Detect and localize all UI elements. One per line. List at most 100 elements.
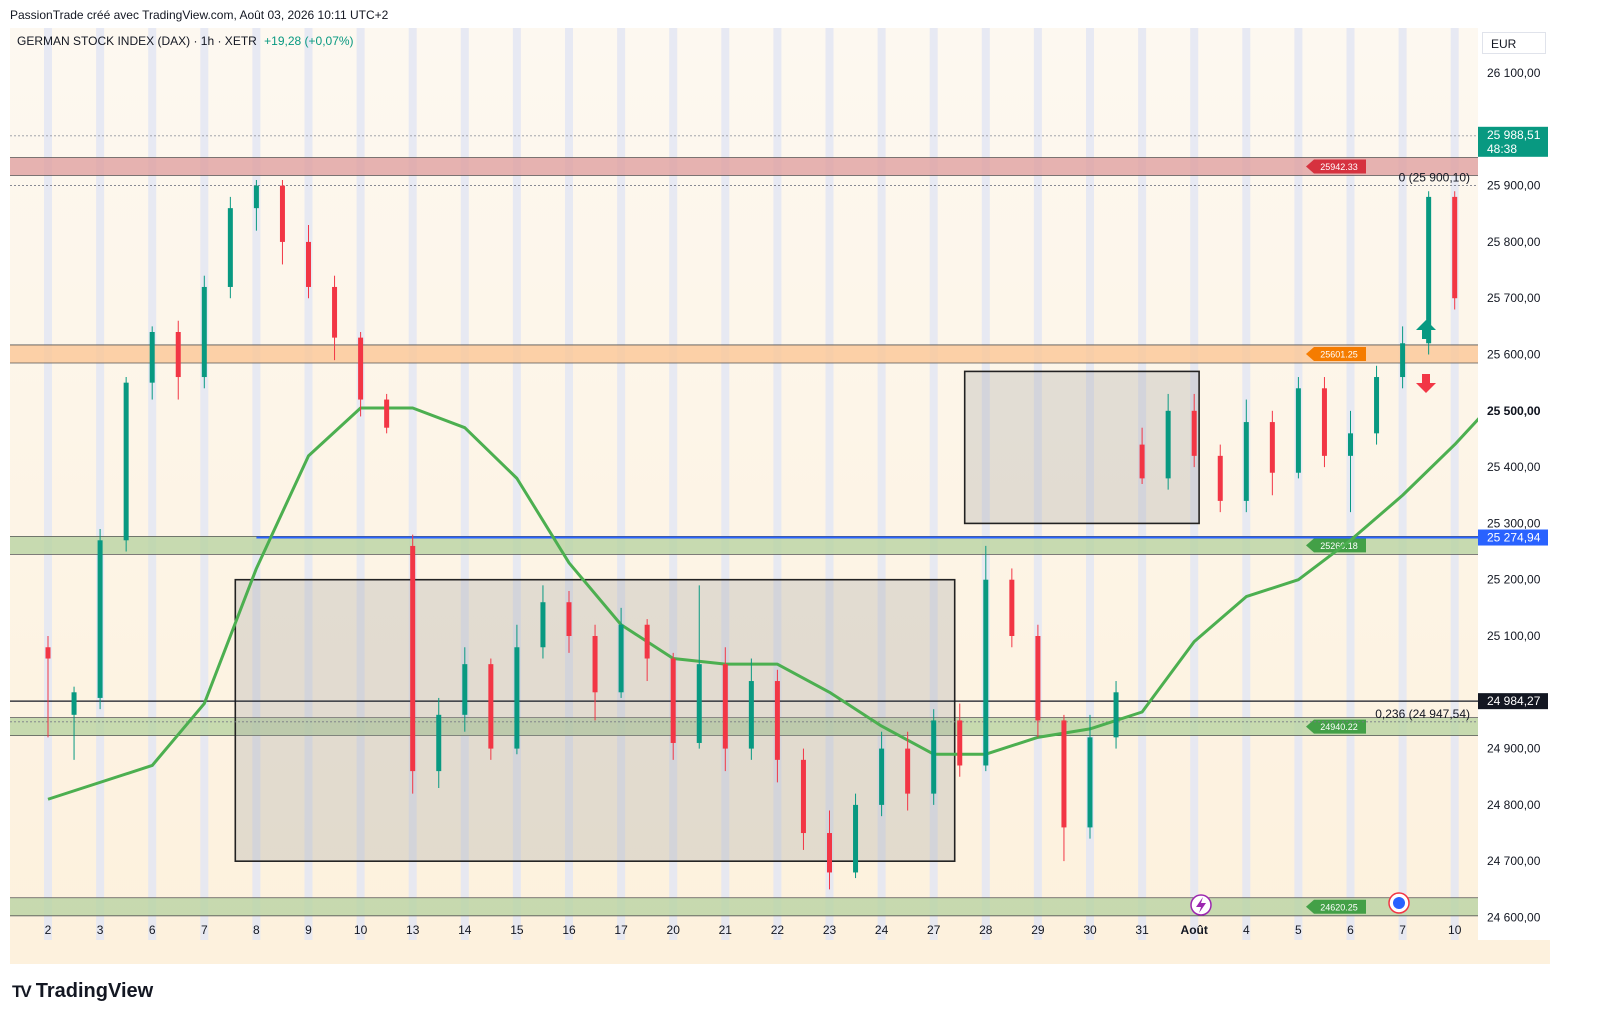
vertical-gridline bbox=[669, 28, 678, 940]
time-tick: 22 bbox=[771, 923, 785, 937]
time-tick: 10 bbox=[1448, 923, 1462, 937]
price-tick: 24 900,00 bbox=[1487, 742, 1541, 756]
price-tick: 25 300,00 bbox=[1487, 516, 1541, 530]
time-tick: 15 bbox=[510, 923, 524, 937]
support-resistance-zones: 25942.33 25601.25 25260.18 24940.22 24620.25 bbox=[10, 157, 1478, 917]
candle-body bbox=[1400, 343, 1406, 378]
vertical-gridline bbox=[565, 28, 573, 940]
price-change: +19,28 (+0,07%) bbox=[264, 34, 354, 48]
price-tick: 25 600,00 bbox=[1487, 348, 1541, 362]
candle-body bbox=[853, 804, 859, 873]
price-tick: 26 100,00 bbox=[1487, 66, 1541, 80]
vertical-gridline bbox=[1450, 28, 1459, 940]
vertical-gridline bbox=[44, 28, 52, 940]
fib-labels: 0 (25 900,10) 0,236 (24 947,54) bbox=[1375, 171, 1470, 721]
vertical-gridline bbox=[304, 28, 313, 940]
blue-level-label: 25 274,94 bbox=[1487, 531, 1541, 545]
time-tick: 17 bbox=[614, 923, 628, 937]
candle-body bbox=[1426, 196, 1432, 344]
fib-label: 0,236 (24 947,54) bbox=[1375, 707, 1470, 721]
candle-body bbox=[1087, 737, 1093, 828]
candle-body bbox=[540, 602, 546, 648]
vertical-gridline bbox=[617, 28, 626, 940]
candle-body bbox=[384, 399, 390, 428]
candle-body bbox=[1321, 388, 1327, 456]
time-tick: 10 bbox=[354, 923, 368, 937]
candle-body bbox=[1243, 422, 1249, 501]
candle-body bbox=[1269, 422, 1275, 473]
candle-body bbox=[1165, 410, 1171, 479]
zone-label-tag bbox=[1306, 538, 1366, 553]
time-tick: 23 bbox=[823, 923, 837, 937]
vertical-gridline bbox=[96, 28, 105, 940]
currency-label[interactable]: EUR bbox=[1482, 32, 1546, 54]
price-tick: 25 400,00 bbox=[1487, 460, 1541, 474]
price-axis-ticks: 26 100,00 25 900,00 25 800,00 25 700,00 25 6… bbox=[1478, 66, 1548, 924]
time-tick: 21 bbox=[719, 923, 733, 937]
vertical-gridline bbox=[1190, 28, 1199, 940]
time-tick: 9 bbox=[305, 923, 312, 937]
vertical-gridline bbox=[1033, 28, 1042, 940]
vertical-gridline bbox=[356, 28, 365, 940]
time-tick: 2 bbox=[45, 923, 52, 937]
economic-event-icon[interactable] bbox=[1388, 892, 1410, 914]
candle-body bbox=[774, 681, 780, 760]
vertical-gridline bbox=[252, 28, 261, 940]
time-tick: 4 bbox=[1243, 923, 1250, 937]
candle-body bbox=[1139, 444, 1145, 479]
zone-label-tag bbox=[1306, 346, 1366, 361]
zone-band bbox=[10, 897, 1478, 916]
candle-body bbox=[71, 692, 77, 715]
price-axis[interactable] bbox=[1478, 28, 1550, 940]
tradingview-logo[interactable]: TV TradingView bbox=[12, 980, 153, 1003]
zone-label: 25942.33 bbox=[1320, 162, 1358, 172]
fib-label: 0 (25 900,10) bbox=[1399, 171, 1470, 185]
candle-body bbox=[123, 382, 129, 541]
zone-label-tag bbox=[1306, 159, 1366, 174]
tradingview-mark-icon: TV bbox=[12, 981, 32, 1001]
candle-body bbox=[905, 748, 911, 794]
lightning-event-icon[interactable] bbox=[1190, 894, 1212, 916]
candle-body bbox=[462, 664, 468, 715]
vertical-gridline bbox=[825, 28, 834, 940]
vertical-gridline bbox=[721, 28, 730, 940]
candle-body bbox=[358, 337, 364, 400]
candle-body bbox=[827, 833, 832, 873]
candle-body bbox=[514, 647, 520, 749]
zone-label: 25601.25 bbox=[1320, 349, 1358, 359]
time-tick: 27 bbox=[927, 923, 941, 937]
candle-body bbox=[748, 681, 754, 749]
vertical-gridline bbox=[1086, 28, 1094, 940]
time-tick: 29 bbox=[1031, 923, 1045, 937]
candle-body bbox=[201, 286, 207, 378]
vertical-gridline bbox=[981, 28, 990, 940]
candle-body bbox=[800, 759, 806, 834]
zone-label-tag bbox=[1306, 899, 1366, 914]
candle-body bbox=[644, 624, 650, 659]
candle-body bbox=[436, 714, 442, 772]
time-tick: 6 bbox=[1347, 923, 1354, 937]
candle-body bbox=[1374, 377, 1380, 434]
last-price-label: 25 988,51 bbox=[1487, 128, 1541, 142]
candle-body bbox=[670, 658, 676, 743]
candle-body bbox=[592, 636, 598, 693]
vertical-gridline bbox=[200, 28, 209, 940]
candle-body bbox=[410, 545, 416, 772]
symbol-info[interactable]: GERMAN STOCK INDEX (DAX) · 1h · XETR +19… bbox=[17, 34, 354, 48]
candle-body bbox=[279, 185, 285, 242]
candle-body bbox=[97, 540, 103, 698]
vertical-gridline bbox=[929, 28, 938, 940]
time-axis-background bbox=[10, 940, 1550, 964]
time-tick: 24 bbox=[875, 923, 889, 937]
candle-body bbox=[227, 208, 233, 287]
zone-label: 25260.18 bbox=[1320, 541, 1358, 551]
time-tick: 14 bbox=[458, 923, 472, 937]
vertical-gridline bbox=[408, 28, 417, 940]
time-tick: 6 bbox=[149, 923, 156, 937]
time-tick: 5 bbox=[1295, 923, 1302, 937]
zone-band bbox=[10, 536, 1478, 555]
black-level-badge bbox=[1478, 693, 1548, 710]
zone-label-tag bbox=[1306, 719, 1366, 734]
tradingview-brand: TradingView bbox=[35, 980, 154, 1002]
